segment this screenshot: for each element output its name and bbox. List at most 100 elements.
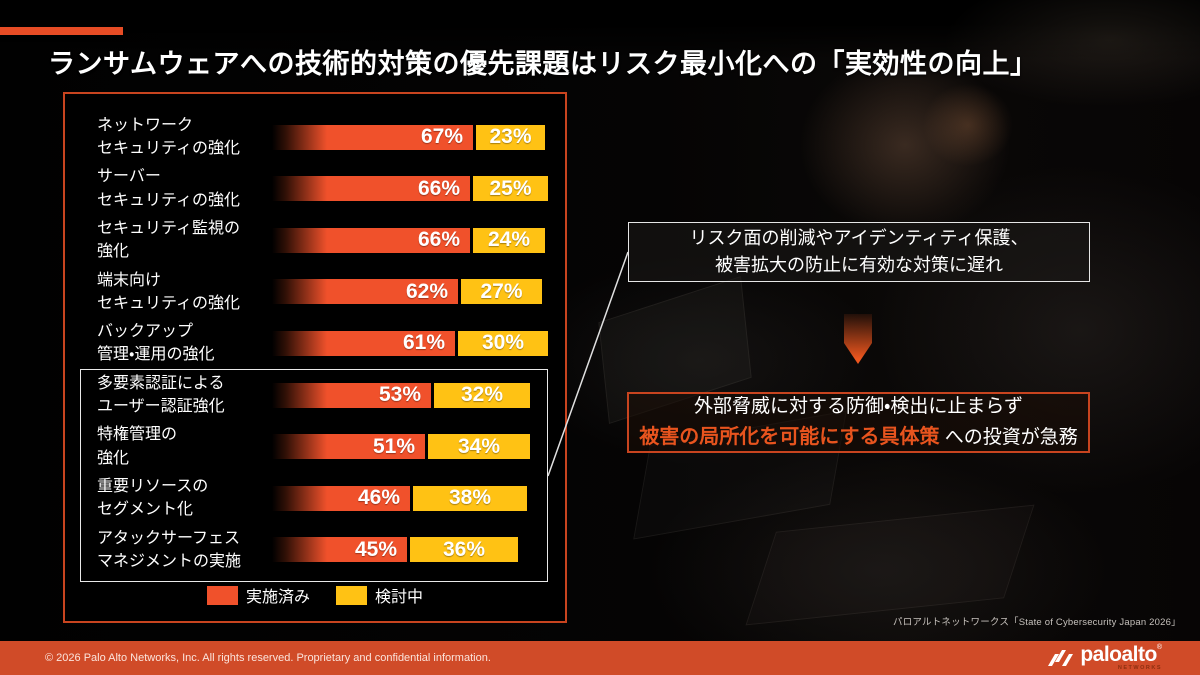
category-line1: セキュリティ監視の	[97, 220, 241, 237]
keyboard-shape	[745, 504, 1035, 626]
paloalto-logo-icon	[1048, 650, 1074, 666]
category-label: 特権管理の 強化	[97, 423, 272, 469]
implemented-bar: 66%	[272, 176, 470, 202]
source-citation: パロアルトネットワークス「State of Cybersecurity Japa…	[893, 617, 1181, 628]
considering-bar: 36%	[410, 537, 518, 563]
bar-group: 45% 36%	[272, 537, 518, 563]
category-line1: 特権管理の	[97, 426, 178, 444]
copyright-text: © 2026 Palo Alto Networks, Inc. All righ…	[45, 652, 491, 664]
implemented-bar: 61%	[272, 330, 455, 356]
implemented-value: 62%	[405, 279, 448, 303]
legend-item-implemented: 実施済み	[206, 583, 310, 607]
category-line1: 重要リソースの	[97, 478, 209, 495]
implemented-bar: 51%	[272, 434, 425, 460]
action-line1: 外部脅威に対する防御・検出に止まらず	[693, 396, 1024, 417]
category-label: 端末向け セキュリティの強化	[97, 269, 272, 315]
chart-row: アタックサーフェス マネジメントの実施 45% 36%	[65, 524, 565, 576]
chart-row: 端末向け セキュリティの強化 62% 27%	[65, 266, 565, 318]
category-line2: 管理・運用の強化	[97, 346, 215, 364]
category-line1: サーバー	[97, 168, 161, 186]
category-line2: マネジメントの実施	[97, 552, 242, 570]
chart-row: バックアップ 管理・運用の強化 61% 30%	[65, 317, 565, 369]
considering-value: 24%	[487, 228, 531, 252]
chart-row: サーバー セキュリティの強化 66% 25%	[65, 163, 565, 215]
category-line2: セキュリティの強化	[97, 191, 241, 209]
considering-bar: 27%	[461, 279, 542, 305]
chart-legend: 実施済み 検討中	[65, 583, 565, 607]
implemented-value: 66%	[417, 228, 460, 252]
insight-line1: リスク面の削減やアイデンティティ保護、	[689, 228, 1029, 248]
considering-value: 25%	[489, 176, 532, 200]
insight-line2: 被害拡大の防止に有効な対策に遅れ	[715, 255, 1003, 275]
legend-label: 実施済み	[245, 589, 310, 606]
considering-value: 38%	[448, 486, 492, 510]
considering-value: 36%	[442, 537, 486, 561]
category-line1: 端末向け	[97, 271, 162, 289]
bar-group: 61% 30%	[272, 330, 548, 356]
category-label: バックアップ 管理・運用の強化	[97, 320, 272, 366]
category-line1: アタックサーフェス	[97, 529, 241, 547]
implemented-value: 61%	[402, 331, 445, 355]
category-line2: セキュリティの強化	[97, 294, 241, 312]
legend-label: 検討中	[375, 589, 424, 606]
implemented-value: 66%	[417, 176, 460, 200]
category-label: サーバー セキュリティの強化	[97, 165, 272, 211]
considering-value: 27%	[480, 279, 523, 303]
considering-bar: 32%	[434, 382, 530, 408]
category-line2: 強化	[97, 449, 130, 467]
category-label: 多要素認証による ユーザー認証強化	[97, 372, 272, 418]
logo-text-wrap: paloalto® NETWORKS	[1080, 644, 1162, 672]
bar-group: 67% 23%	[272, 124, 545, 150]
bar-group: 62% 27%	[272, 279, 542, 305]
paloalto-logo: paloalto® NETWORKS	[1047, 644, 1162, 672]
bar-group: 66% 25%	[272, 176, 548, 202]
considering-bar: 30%	[458, 330, 548, 356]
chart-row: セキュリティ監視の 強化 66% 24%	[65, 214, 565, 266]
logo-wordmark: paloalto	[1080, 643, 1157, 667]
legend-swatch-yellow	[336, 585, 367, 605]
action-rest-text: への投資が急務	[939, 426, 1078, 448]
category-line2: 強化	[97, 243, 130, 261]
bar-group: 51% 34%	[272, 434, 530, 460]
category-label: ネットワーク セキュリティの強化	[97, 114, 272, 160]
category-line1: バックアップ	[97, 323, 194, 341]
chart-row: 多要素認証による ユーザー認証強化 53% 32%	[65, 369, 565, 421]
bar-chart-panel: ネットワーク セキュリティの強化 67% 23% サーバー セキュリティの強化 …	[63, 92, 567, 623]
considering-bar: 38%	[413, 485, 527, 511]
chart-row: 特権管理の 強化 51% 34%	[65, 421, 565, 473]
considering-value: 30%	[481, 331, 525, 355]
category-label: セキュリティ監視の 強化	[97, 217, 272, 263]
implemented-bar: 53%	[272, 382, 431, 408]
implemented-bar: 62%	[272, 279, 458, 305]
down-arrow-icon	[844, 314, 872, 364]
implemented-bar: 66%	[272, 227, 470, 253]
action-highlight-text: 被害の局所化を可能にする具体策	[639, 425, 940, 448]
chart-row: ネットワーク セキュリティの強化 67% 23%	[65, 111, 565, 163]
considering-value: 34%	[457, 434, 501, 458]
bar-group: 66% 24%	[272, 227, 545, 253]
footer-band: © 2026 Palo Alto Networks, Inc. All righ…	[0, 641, 1200, 675]
legend-swatch-orange	[206, 585, 238, 605]
considering-value: 23%	[489, 125, 532, 148]
implemented-bar: 46%	[272, 485, 410, 511]
action-line2: 被害の局所化を可能にする具体策 への投資が急務	[639, 422, 1077, 453]
page-title: ランサムウェアへの技術的対策の優先課題はリスク最小化への「実効性の向上」	[48, 49, 1038, 79]
category-line1: 多要素認証による	[97, 374, 225, 392]
category-line2: セキュリティの強化	[97, 140, 241, 157]
accent-bar	[0, 27, 123, 35]
category-line2: ユーザー認証強化	[97, 398, 225, 415]
category-label: アタックサーフェス マネジメントの実施	[97, 527, 272, 573]
bar-group: 46% 38%	[272, 485, 527, 511]
legend-item-considering: 検討中	[336, 583, 423, 607]
category-line1: ネットワーク	[97, 116, 194, 134]
considering-value: 32%	[460, 383, 504, 406]
insight-callout: リスク面の削減やアイデンティティ保護、 被害拡大の防止に有効な対策に遅れ	[628, 222, 1090, 282]
considering-bar: 34%	[428, 434, 530, 460]
implemented-value: 45%	[354, 537, 397, 561]
considering-bar: 23%	[476, 124, 545, 150]
logo-networks-label: NETWORKS	[1117, 665, 1162, 672]
chart-row: 重要リソースの セグメント化 46% 38%	[65, 472, 565, 524]
implemented-value: 67%	[420, 125, 463, 148]
implemented-bar: 67%	[272, 124, 473, 150]
